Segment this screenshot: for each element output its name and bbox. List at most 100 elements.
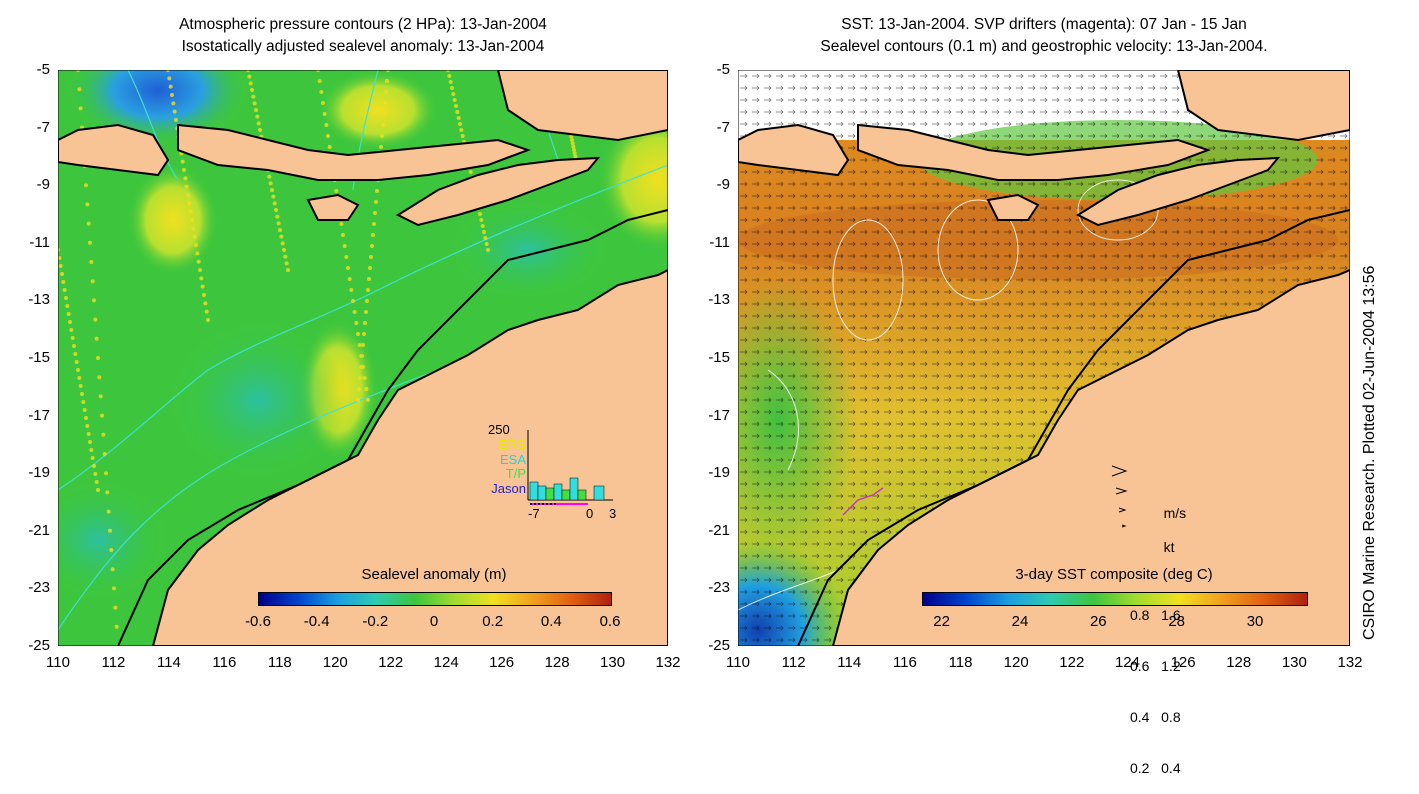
velocity-row: 0.8 1.6 [1130,607,1181,623]
track-dot [379,145,383,149]
colorbar-tick-label: 24 [1011,613,1029,630]
inset-legend: ERS ESA T/P Jason [484,437,526,496]
track-dot [98,394,103,399]
sumba-island [306,193,360,221]
track-dot [198,268,202,272]
sumba-island-right [986,193,1040,221]
track-dot [78,106,83,111]
colorbar-tick-label: -0.6 [245,613,271,630]
drifter-track [842,487,884,516]
left-colorbar-title: Sealevel anomaly (m) [361,566,507,583]
velocity-unit-kt: kt [1163,539,1175,555]
track-dot [451,92,456,96]
track-dot [452,98,457,102]
y-tick-label: -13 [708,291,730,309]
track-dot [90,456,95,460]
track-dot [195,251,200,256]
track-dot [363,321,367,325]
track-dot [108,528,112,533]
track-dot [468,170,473,174]
track-dot [110,567,115,572]
track-dot [88,240,92,245]
track-dot [255,114,260,119]
track-dot [171,101,176,106]
track-dot [93,317,98,322]
track-dot [167,76,172,81]
x-tick-label: 126 [489,654,515,671]
track-dot [349,288,354,292]
track-dot [341,233,345,237]
colorbar-tick-label: 22 [933,613,950,630]
right-title-line2: Sealevel contours (0.1 m) and geostrophi… [820,38,1268,55]
track-dot [326,134,330,138]
track-dot [62,288,67,292]
track-dot [272,201,277,206]
track-dot [571,144,576,149]
x-tick-label: 112 [781,654,806,671]
left-title: Atmospheric pressure contours (2 HPa): 1… [58,14,668,58]
x-tick-label: 126 [1170,654,1196,671]
track-dot [460,134,465,138]
track-dot [206,318,210,322]
track-dot [359,365,363,369]
track-dot [319,90,324,94]
track-dot [89,260,94,264]
y-tick-label: -5 [36,61,50,78]
track-dot [282,248,286,252]
track-dot [113,605,118,610]
track-dot [334,189,339,193]
credit-text: CSIRO Marine Research. Plotted 02-Jun-20… [1361,265,1378,640]
colorbar-tick-label: 0 [429,613,439,630]
track-dot [97,375,102,380]
track-dot [455,110,460,114]
track-dot [77,376,82,380]
track-dot [194,243,198,247]
y-tick-label: -19 [28,464,50,482]
track-dot [105,490,110,495]
left-title-line2: Isostatically adjusted sealevel anomaly:… [181,38,545,55]
track-dot [360,354,364,358]
track-dot [170,93,174,97]
track-dot [366,398,370,402]
track-dot [70,336,75,340]
track-dot [66,312,71,316]
track-dot [381,123,385,127]
track-dot [569,134,574,139]
track-dot [447,74,452,78]
sst-map [738,70,1350,646]
track-dot [250,88,254,92]
x-tick-label: 130 [1281,654,1307,671]
colorbar-tick-label: 0.4 [540,613,562,630]
track-dot [573,154,578,159]
track-dot [114,624,119,629]
inset-xtick-0: 0 [586,506,594,521]
track-dot [274,208,278,212]
x-tick-label: 128 [1226,654,1252,671]
track-dot [374,200,378,204]
track-dot [80,392,84,396]
x-tick-label: 124 [433,654,459,671]
australia-land [151,268,668,646]
track-dot [380,134,384,138]
y-tick-label: -23 [28,579,50,597]
track-dot [73,352,78,356]
track-dot [370,244,374,248]
x-tick-label: 112 [101,654,126,671]
track-dot [256,121,261,126]
x-tick-label: 128 [544,654,570,671]
track-dot [275,214,280,219]
track-dot [286,268,290,272]
track-dot [362,376,367,380]
flores-island [177,123,531,181]
track-dot [94,480,99,484]
track-dot [96,488,100,492]
track-dot [86,221,91,226]
y-tick-label: -11 [29,233,50,251]
shelf-edge [117,209,668,646]
track-dot [371,233,375,237]
track-dot [84,416,88,420]
x-tick-label: 114 [837,654,862,671]
legend-jason: Jason [491,480,526,496]
anomaly-cyan-2 [58,480,168,600]
anomaly-cyan-3 [448,200,608,300]
